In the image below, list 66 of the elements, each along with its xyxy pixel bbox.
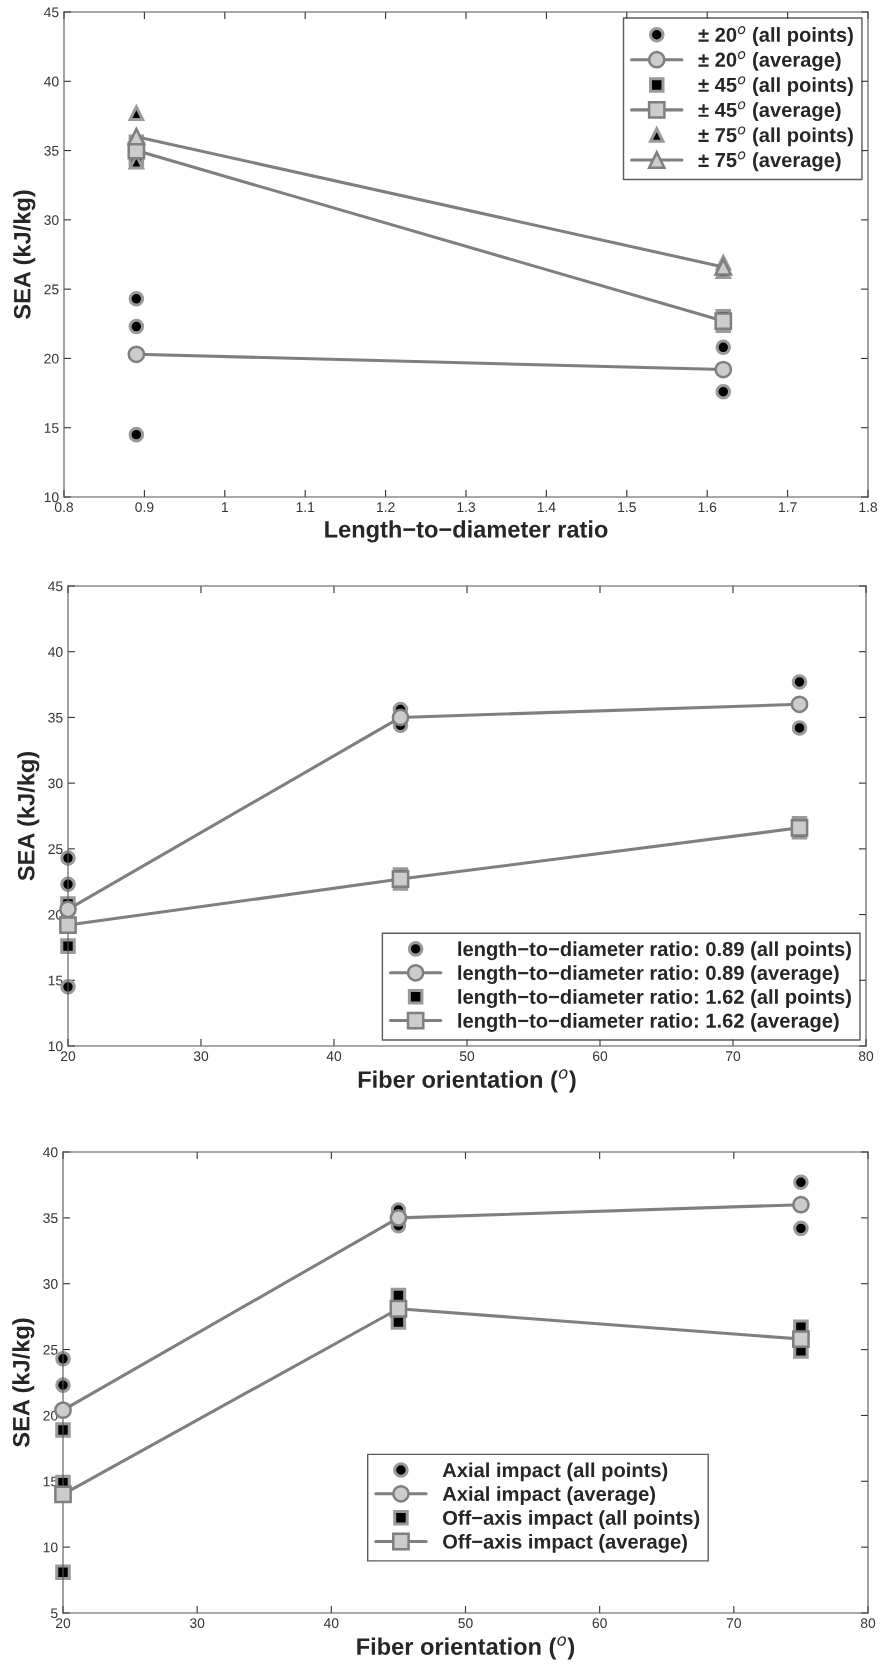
- y-tick-label: 30: [48, 778, 63, 789]
- x-tick-label: 40: [326, 1051, 342, 1062]
- x-tick-label: 80: [860, 1618, 876, 1629]
- y-tick-label: 15: [48, 975, 63, 986]
- y-tick-label: 40: [48, 647, 63, 657]
- y-tick-label: 10: [44, 492, 59, 503]
- legend-label: length−to−diameter ratio: 0.89 (average): [458, 965, 839, 985]
- y-tick-label: 15: [44, 423, 59, 433]
- x-tick-label: 40: [323, 1618, 339, 1629]
- x-tick-label: 1.7: [779, 502, 797, 512]
- x-tick-label: 1.4: [537, 502, 556, 512]
- x-tick-label: 70: [726, 1618, 742, 1629]
- y-axis-title: SEA (kJ/kg): [13, 190, 36, 319]
- legend-label: Off−axis impact (average): [443, 1533, 687, 1553]
- y-tick-label: 30: [44, 215, 59, 226]
- x-tick-label: 60: [592, 1051, 608, 1062]
- x-tick-label: 1.1: [296, 502, 315, 512]
- x-tick-label: 70: [725, 1051, 741, 1062]
- y-tick-label: 25: [44, 284, 59, 295]
- y-axis-title: SEA (kJ/kg): [17, 752, 40, 881]
- x-axis-title: Fiber orientation ($^{o}$): [358, 1069, 576, 1093]
- legend-label: Off−axis impact (all points): [443, 1510, 700, 1529]
- legend-label: ± 20$^{o}$ (all points): [698, 26, 853, 46]
- legend-label: ± 75$^{o}$ (all points): [698, 126, 853, 147]
- y-tick-label: 25: [48, 844, 63, 855]
- legend-label: length−to−diameter ratio: 0.89 (all points): [458, 941, 851, 961]
- legend-label: ± 45$^{o}$ (average): [698, 101, 841, 122]
- y-tick-label: 40: [44, 76, 59, 87]
- x-tick-label: 0.9: [135, 502, 154, 513]
- y-tick-label: 35: [48, 712, 63, 723]
- x-tick-label: 20: [60, 1051, 76, 1062]
- legend-label: ± 20$^{o}$ (average): [698, 51, 841, 71]
- x-tick-label: 30: [193, 1051, 209, 1062]
- x-tick-label: 1.5: [618, 502, 636, 513]
- y-tick-label: 35: [43, 1213, 58, 1224]
- y-tick-label: 35: [44, 145, 59, 156]
- x-tick-label: 80: [858, 1051, 874, 1062]
- legend-label: Axial impact (all points): [442, 1462, 668, 1482]
- y-tick-label: 40: [43, 1147, 58, 1158]
- x-tick-label: 1.2: [377, 502, 395, 512]
- x-tick-label: 0.8: [54, 502, 74, 513]
- legend-label: ± 45$^{o}$ (all points): [698, 76, 853, 97]
- y-tick-label: 10: [43, 1542, 58, 1553]
- y-axis-title: SEA (kJ/kg): [12, 1318, 35, 1447]
- x-tick-label: 60: [592, 1618, 607, 1629]
- x-tick-label: 1.8: [859, 502, 878, 513]
- x-tick-label: 1.6: [698, 502, 717, 513]
- y-tick-label: 10: [48, 1041, 63, 1052]
- x-axis-title: Length−to−diameter ratio: [325, 520, 608, 543]
- y-tick-label: 45: [44, 7, 59, 18]
- y-tick-label: 5: [50, 1608, 58, 1619]
- x-tick-label: 30: [189, 1618, 205, 1629]
- x-tick-label: 50: [459, 1051, 475, 1062]
- x-axis-title: Fiber orientation ($^{o}$): [357, 1636, 575, 1660]
- y-tick-label: 25: [43, 1344, 58, 1355]
- x-tick-label: 1.3: [457, 502, 476, 513]
- x-tick-label: 20: [55, 1618, 71, 1629]
- y-tick-label: 30: [43, 1279, 58, 1289]
- legend-label: length−to−diameter ratio: 1.62 (average): [458, 1013, 839, 1032]
- legend-label: ± 75$^{o}$ (average): [698, 151, 841, 172]
- x-tick-label: 50: [458, 1618, 473, 1629]
- legend-label: length−to−diameter ratio: 1.62 (all points): [458, 989, 851, 1009]
- x-tick-label: 1: [222, 502, 228, 512]
- y-tick-label: 20: [44, 353, 59, 364]
- y-tick-label: 45: [48, 581, 63, 592]
- legend-label: Axial impact (average): [442, 1486, 656, 1506]
